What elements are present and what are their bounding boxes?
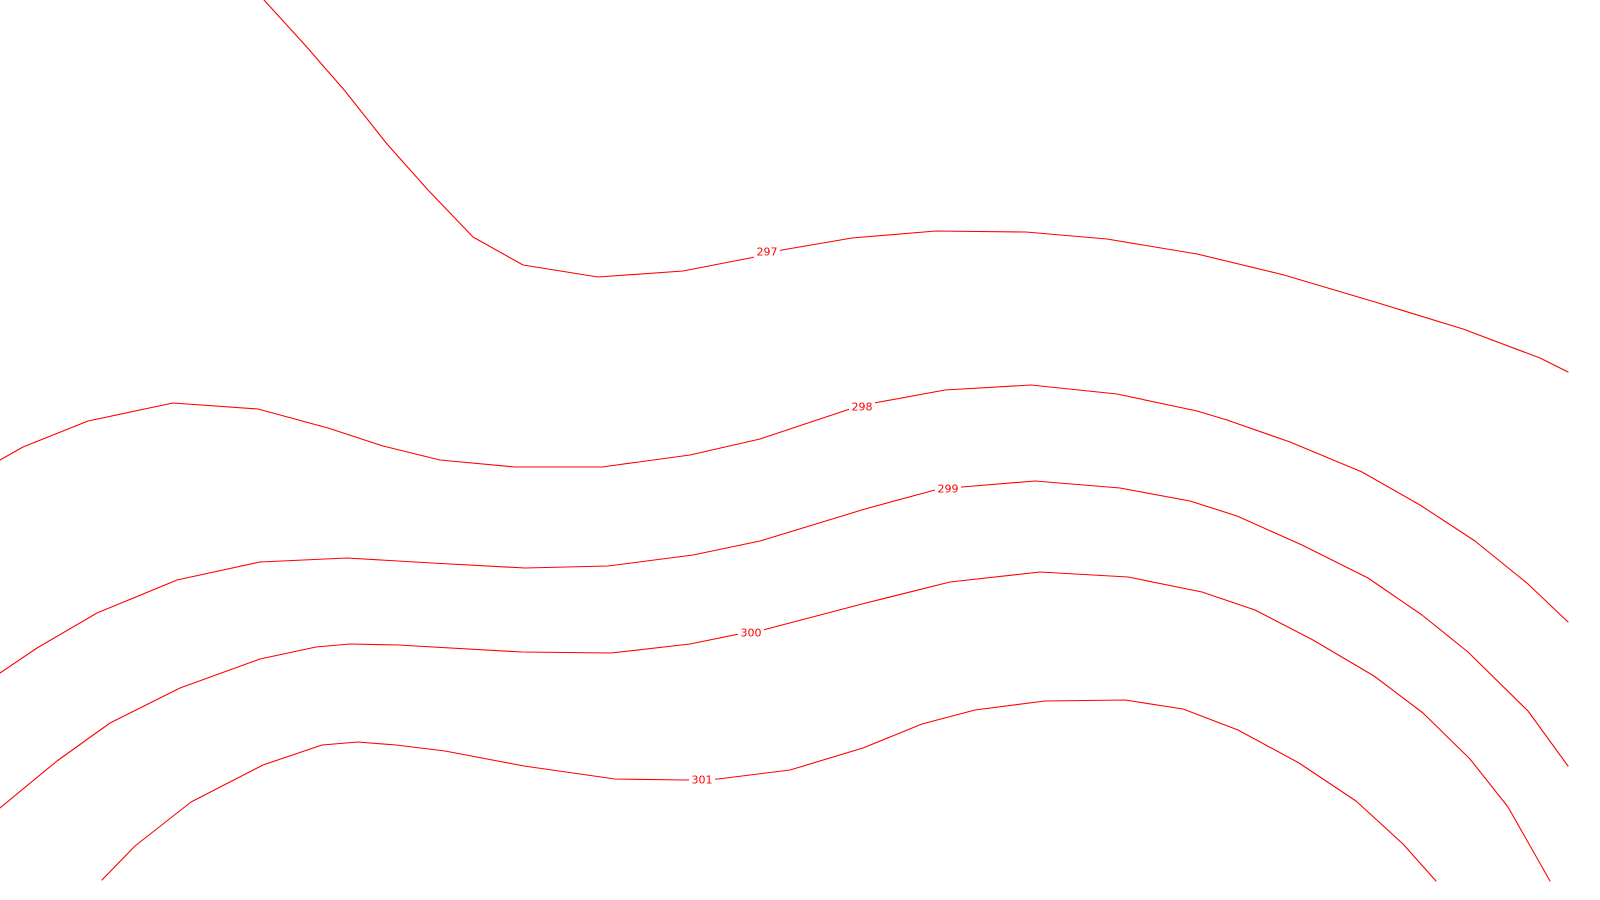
contour-label-300: 300 — [741, 627, 762, 640]
contour-line-297 — [263, 0, 1569, 373]
contour-label-background — [849, 400, 875, 414]
contour-label-298: 298 — [852, 401, 873, 414]
contour-line-299 — [0, 480, 1569, 767]
contour-label-background — [689, 773, 715, 787]
contour-label-301: 301 — [692, 774, 713, 787]
contour-line-301 — [101, 699, 1437, 882]
contour-label-background — [935, 482, 961, 496]
contour-lines — [0, 0, 1569, 882]
contour-label-background — [738, 626, 764, 640]
contour-label-background — [754, 245, 780, 259]
contour-line-300 — [0, 571, 1551, 882]
contour-label-299: 299 — [938, 483, 959, 496]
contour-label-297: 297 — [757, 246, 778, 259]
contour-line-298 — [0, 384, 1569, 623]
contour-labels: 297 298 299 300 301 — [689, 245, 961, 787]
